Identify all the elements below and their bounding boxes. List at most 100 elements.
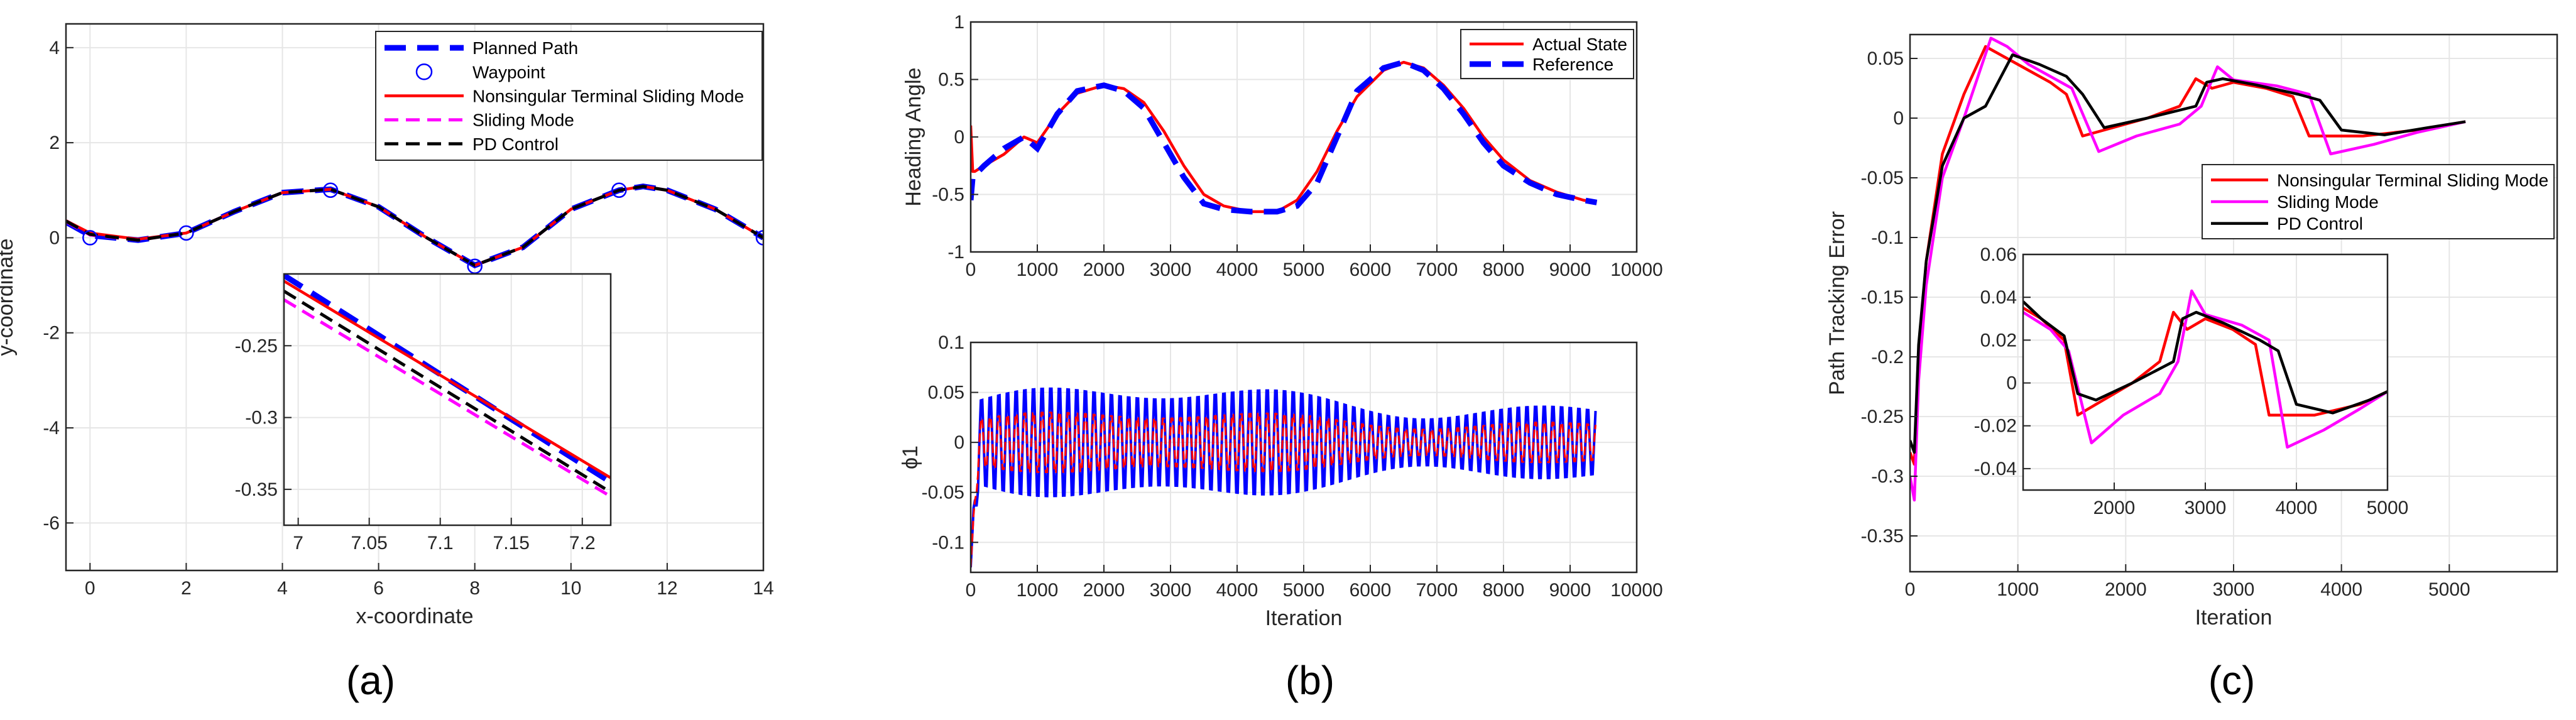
c-main-legend-label: Nonsingular Terminal Sliding Mode: [2277, 170, 2548, 190]
b-bottom-ytick-label: 0.05: [928, 383, 964, 403]
a-main-frame: [65, 23, 765, 572]
a-inset-xtick-label: 7: [293, 533, 303, 554]
c-main-ytick-label: -0.05: [1861, 168, 1904, 188]
a-inset-axes: 7 7.05 7.1 7.15 7.2 -0.25 -0.3 -0.35: [235, 273, 612, 554]
c-main-ytick-label: -0.35: [1861, 526, 1904, 547]
c-main-ytick-label: -0.2: [1871, 347, 1904, 368]
b-top-xtick-label: 6000: [1350, 259, 1392, 280]
a-main-waypoint: [322, 182, 339, 199]
a-main-waypoint: [755, 230, 763, 246]
c-main-legend-label: Sliding Mode: [2277, 192, 2379, 212]
a-main-ylabel: y-coordinate: [0, 238, 18, 356]
a-inset-ytick-label: -0.3: [245, 408, 278, 428]
a-inset-xtick-label: 7.15: [493, 533, 530, 554]
a-main-series-group: [66, 182, 763, 275]
a-main-legend: Planned Path Waypoint Nonsingular Terminal…: [375, 31, 763, 161]
b-top-series-group: [971, 59, 1598, 215]
c-inset-series-group: [2023, 289, 2388, 449]
b-bottom-ytick-label: 0: [954, 432, 964, 453]
c-main-xlabel: Iteration: [2195, 606, 2273, 630]
b-top-series-reference: [971, 59, 1598, 215]
a-main-ytick-label: -2: [43, 323, 60, 344]
a-main-waypoint: [178, 225, 194, 241]
panel-b: 0 1000 2000 3000 4000 5000 6000 7000 8000 9000 100…: [898, 12, 1663, 630]
a-main-ytick-label: -4: [43, 418, 60, 439]
b-top-legend-box: [1460, 29, 1634, 79]
b-top-ylabel: Heading Angle: [902, 67, 925, 206]
a-inset-xtick-label: 7.1: [427, 533, 454, 554]
c-main-xtick-label: 4000: [2320, 579, 2362, 600]
panel-label-b: (b): [1285, 658, 1334, 703]
a-main-xtick-label: 14: [753, 578, 773, 599]
a-inset-frame: [283, 273, 612, 526]
b-bottom-xlabel: Iteration: [1265, 606, 1343, 630]
c-main-xtick-label: 2000: [2105, 579, 2147, 600]
c-inset-ytick-label: 0.04: [1980, 287, 2017, 308]
c-main-ylabel: Path Tracking Error: [1825, 211, 1849, 395]
b-bottom-xtick-label: 3000: [1150, 580, 1192, 601]
a-inset-ytick-label: -0.25: [235, 335, 278, 356]
c-inset-series-nonsingular-terminal-sliding-mode: [2023, 307, 2388, 417]
panel-label-c: (c): [2208, 658, 2256, 703]
b-bottom-xtick-label: 10000: [1610, 580, 1662, 601]
b-top-ytick-label: -0.5: [932, 185, 964, 205]
b-bottom-xtick-label: 8000: [1483, 580, 1525, 601]
c-main-xtick-label: 3000: [2213, 579, 2255, 600]
b-top-xtick-label: 3000: [1150, 259, 1192, 280]
a-inset-series-nonsingular-terminal-sliding-mode: [284, 280, 611, 479]
b-top-xtick-label: 5000: [1283, 259, 1325, 280]
a-main-waypoint: [611, 182, 627, 199]
c-inset-ytick-label: 0.06: [1980, 244, 2017, 265]
a-main-xtick-label: 2: [181, 578, 192, 599]
b-top-ytick-label: 1: [954, 12, 964, 33]
c-main-ytick-label: -0.3: [1871, 466, 1904, 487]
c-inset-ytick-label: -0.02: [1974, 416, 2017, 437]
b-top-ytick-label: -1: [947, 242, 964, 263]
c-main-xtick-label: 5000: [2428, 579, 2470, 600]
c-main-ytick-label: 0: [1893, 108, 1904, 129]
b-top-xtick-label: 9000: [1549, 259, 1591, 280]
panel-c: 0 1000 2000 3000 4000 5000 -0.35 -0.3 -0.25 -0.2 -…: [1825, 33, 2558, 630]
a-main-ytick-label: 0: [49, 227, 60, 248]
b-top-legend-label: Reference: [1532, 55, 1613, 74]
panel-a: 0 2 4 6 8 10 12 14 -6 -4 -2 0 2 4 x-coordinate y-coordi…: [0, 23, 774, 628]
b-top-xtick-label: 1000: [1017, 259, 1059, 280]
c-main-legend: Nonsingular Terminal Sliding ModeSliding…: [2202, 164, 2555, 239]
a-main-series-pd-control: [66, 185, 763, 268]
b-bottom-series-actual-state: [971, 412, 1596, 568]
a-main-legend-label: Nonsingular Terminal Sliding Mode: [472, 87, 744, 106]
a-main-xtick-label: 12: [657, 578, 677, 599]
b-top-xtick-label: 0: [966, 259, 976, 280]
a-main-ytick-label: -6: [43, 513, 60, 533]
c-inset-ytick-label: -0.04: [1974, 459, 2017, 479]
c-main-series-group: [1910, 36, 2466, 502]
c-inset-axes: 2000 3000 4000 5000 -0.04 -0.02 0 0.02 0.04 0.06: [1974, 244, 2409, 518]
b-bottom-xtick-label: 0: [966, 580, 976, 601]
a-main-xtick-label: 10: [560, 578, 581, 599]
b-bottom-xtick-label: 6000: [1350, 580, 1392, 601]
b-top-xtick-label: 7000: [1416, 259, 1458, 280]
b-bottom-xtick-label: 2000: [1083, 580, 1125, 601]
a-main-legend-label: Planned Path: [472, 38, 578, 58]
a-inset-xtick-label: 7.2: [569, 533, 596, 554]
a-inset-series-group: [284, 274, 611, 498]
c-main-ytick-label: -0.25: [1861, 406, 1904, 427]
c-main-series-nonsingular-terminal-sliding-mode: [1910, 45, 2466, 466]
c-main-ytick-label: -0.15: [1861, 287, 1904, 308]
b-top-xtick-label: 4000: [1216, 259, 1258, 280]
b-top-xtick-label: 10000: [1610, 259, 1662, 280]
a-main-ytick-label: 4: [49, 38, 60, 58]
c-main-xtick-label: 1000: [1997, 579, 2039, 600]
b-top-xtick-label: 8000: [1483, 259, 1525, 280]
a-main-xtick-label: 0: [85, 578, 96, 599]
a-main-xtick-label: 6: [373, 578, 384, 599]
b-bottom-ytick-label: -0.05: [922, 483, 964, 503]
b-bottom-xtick-label: 9000: [1549, 580, 1591, 601]
c-inset-xtick-label: 2000: [2093, 498, 2136, 518]
c-inset-ytick-label: 0.02: [1980, 330, 2017, 351]
a-inset-xtick-label: 7.05: [351, 533, 387, 554]
b-top-ytick-label: 0: [954, 127, 964, 148]
b-bottom-ytick-label: -0.1: [932, 532, 964, 553]
c-main-legend-label: PD Control: [2277, 214, 2363, 234]
